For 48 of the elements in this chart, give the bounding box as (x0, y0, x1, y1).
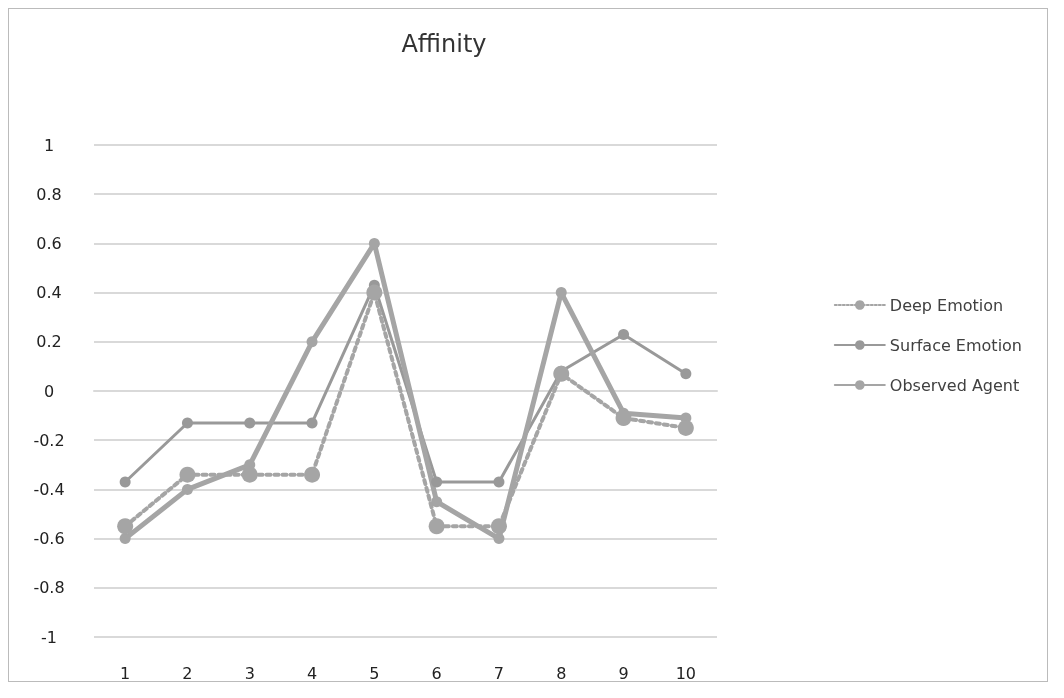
point (244, 417, 256, 429)
y-tick-label: 1 (43, 135, 55, 155)
x-tick-label: 6 (431, 663, 442, 683)
point (428, 518, 445, 535)
point (490, 518, 507, 535)
y-tick-label: -1 (41, 627, 57, 647)
point (677, 419, 694, 436)
x-tick-label: 5 (369, 663, 380, 683)
x-tick-label: 10 (675, 663, 697, 683)
chart-title: Affinity (401, 30, 487, 58)
point (304, 466, 321, 483)
x-tick-label: 9 (618, 663, 629, 683)
point (553, 365, 570, 382)
y-tick-label: 0.2 (36, 332, 62, 352)
point (181, 417, 193, 429)
point (680, 368, 692, 380)
point (618, 328, 630, 340)
y-tick-label: -0.4 (33, 479, 65, 499)
y-tick-label: 0.8 (36, 184, 62, 204)
point (119, 533, 131, 545)
x-tick-label: 3 (244, 663, 255, 683)
point (493, 476, 505, 488)
point (493, 533, 505, 545)
y-tick-label: 0 (43, 381, 55, 401)
point (368, 237, 380, 249)
point (181, 483, 193, 495)
y-tick-label: 0.4 (36, 283, 62, 303)
point (117, 518, 134, 535)
point (119, 476, 131, 488)
legend-label: Surface Emotion (889, 335, 1022, 355)
x-tick-label: 2 (182, 663, 193, 683)
point (306, 336, 318, 348)
y-tick-label: -0.8 (33, 578, 65, 598)
x-tick-label: 1 (120, 663, 131, 683)
legend-label: Deep Emotion (889, 295, 1004, 315)
y-tick-label: 0.6 (36, 233, 62, 253)
legend-label: Observed Agent (889, 375, 1020, 395)
point (306, 417, 318, 429)
y-tick-label: -0.6 (33, 529, 65, 549)
point (241, 466, 258, 483)
x-tick-label: 8 (556, 663, 567, 683)
point (179, 466, 196, 483)
point (431, 496, 443, 508)
y-tick-label: -0.2 (33, 430, 65, 450)
point (366, 284, 383, 301)
x-tick-label: 4 (306, 663, 318, 683)
point (431, 476, 443, 488)
x-tick-label: 7 (493, 663, 505, 683)
